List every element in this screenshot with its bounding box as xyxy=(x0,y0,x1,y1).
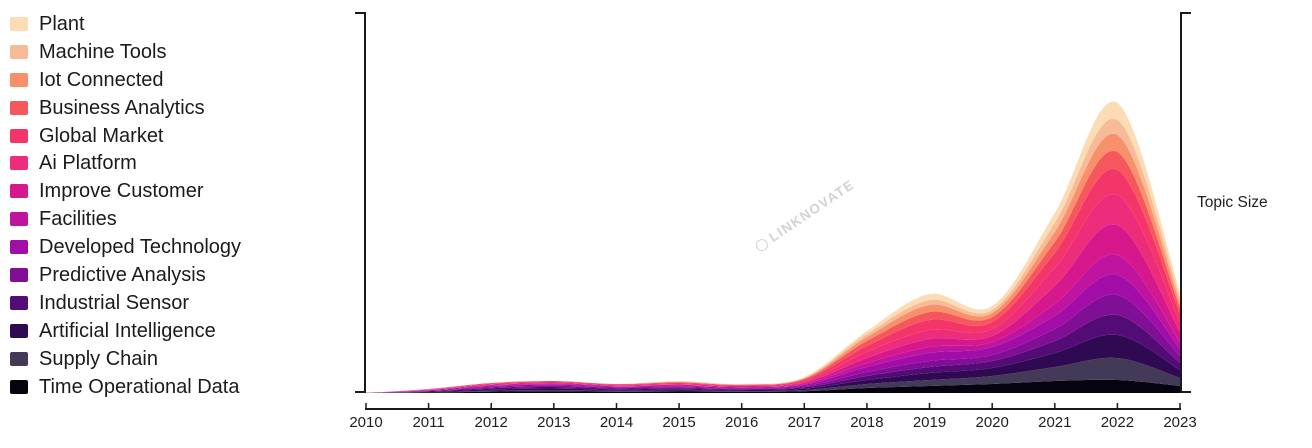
legend-item-facilities[interactable]: Facilities xyxy=(10,205,241,233)
legend-item-industrial-sensor[interactable]: Industrial Sensor xyxy=(10,289,241,317)
legend-item-label: Facilities xyxy=(39,208,117,231)
legend-swatch-icon xyxy=(10,267,28,282)
legend-swatch-icon xyxy=(10,44,28,59)
x-tick-label-2023: 2023 xyxy=(1163,414,1197,431)
legend-item-label: Time Operational Data xyxy=(39,375,240,398)
legend-item-label: Industrial Sensor xyxy=(39,291,190,314)
legend-swatch-icon xyxy=(10,16,28,31)
x-tick-label-2019: 2019 xyxy=(912,414,947,431)
legend-swatch-icon xyxy=(10,379,28,394)
legend-item-ai-platform[interactable]: Ai Platform xyxy=(10,149,241,177)
legend-item-global-market[interactable]: Global Market xyxy=(10,122,241,150)
stream-layer-iot-connected[interactable] xyxy=(366,133,1180,393)
stream-layer-global-market[interactable] xyxy=(366,168,1180,393)
y-axis-title: Topic Size xyxy=(1197,194,1268,211)
x-tick-label-2011: 2011 xyxy=(412,414,445,431)
legend-swatch-icon xyxy=(10,212,28,227)
legend-item-supply-chain[interactable]: Supply Chain xyxy=(10,345,241,373)
stream-layer-ai-platform[interactable] xyxy=(366,194,1180,393)
y-axis-left xyxy=(355,12,366,393)
x-axis-ticks xyxy=(365,403,1181,409)
legend-swatch-icon xyxy=(10,295,28,310)
legend-item-machine-tools[interactable]: Machine Tools xyxy=(10,38,241,66)
x-tick-label-2010: 2010 xyxy=(349,414,383,431)
stream-layer-facilities[interactable] xyxy=(366,254,1180,393)
legend-swatch-icon xyxy=(10,128,28,143)
legend-swatch-icon xyxy=(10,72,28,87)
stream-layer-predictive-analysis[interactable] xyxy=(366,294,1180,393)
x-tick-label-2022: 2022 xyxy=(1100,414,1135,431)
legend-item-label: Machine Tools xyxy=(39,40,167,63)
stream-layer-supply-chain[interactable] xyxy=(366,357,1180,393)
x-tick-label-2016: 2016 xyxy=(725,414,759,431)
legend-item-plant[interactable]: Plant xyxy=(10,10,241,38)
stream-layer-industrial-sensor[interactable] xyxy=(366,314,1180,393)
stream-layer-time-operational-data[interactable] xyxy=(366,379,1180,393)
legend-item-business-analytics[interactable]: Business Analytics xyxy=(10,94,241,122)
x-tick-label-2021: 2021 xyxy=(1038,414,1072,431)
legend-item-label: Iot Connected xyxy=(39,68,164,91)
legend-swatch-icon xyxy=(10,184,28,199)
legend-item-label: Ai Platform xyxy=(39,152,137,175)
x-tick-label-2017: 2017 xyxy=(787,414,821,431)
x-tick-label-2020: 2020 xyxy=(975,414,1009,431)
legend-item-label: Improve Customer xyxy=(39,180,204,203)
legend-item-label: Plant xyxy=(39,12,85,35)
legend-item-predictive-analysis[interactable]: Predictive Analysis xyxy=(10,261,241,289)
legend-swatch-icon xyxy=(10,323,28,338)
legend-item-label: Supply Chain xyxy=(39,347,158,370)
legend-item-label: Artificial Intelligence xyxy=(39,319,216,342)
legend-item-improve-customer[interactable]: Improve Customer xyxy=(10,177,241,205)
x-tick-label-2012: 2012 xyxy=(474,414,508,431)
legend: Plant Machine Tools Iot Connected Business … xyxy=(10,10,241,400)
stream-layer-business-analytics[interactable] xyxy=(366,150,1180,393)
stream-layer-improve-customer[interactable] xyxy=(366,224,1180,393)
stream-layer-artificial-intelligence[interactable] xyxy=(366,334,1180,393)
legend-item-artificial-intelligence[interactable]: Artificial Intelligence xyxy=(10,317,241,345)
x-tick-label-2013: 2013 xyxy=(537,414,571,431)
legend-item-developed-technology[interactable]: Developed Technology xyxy=(10,233,241,261)
legend-item-iot-connected[interactable]: Iot Connected xyxy=(10,66,241,94)
legend-swatch-icon xyxy=(10,100,28,115)
legend-item-label: Business Analytics xyxy=(39,96,205,119)
legend-swatch-icon xyxy=(10,240,28,255)
legend-item-label: Predictive Analysis xyxy=(39,263,206,286)
legend-item-time-operational-data[interactable]: Time Operational Data xyxy=(10,373,241,401)
stream-layer-developed-technology[interactable] xyxy=(366,274,1180,393)
legend-item-label: Global Market xyxy=(39,124,164,147)
x-tick-label-2018: 2018 xyxy=(850,414,884,431)
x-tick-label-2015: 2015 xyxy=(662,414,696,431)
legend-swatch-icon xyxy=(10,351,28,366)
y-axis-right xyxy=(1180,12,1191,393)
legend-item-label: Developed Technology xyxy=(39,236,242,259)
legend-swatch-icon xyxy=(10,156,28,171)
x-tick-label-2014: 2014 xyxy=(599,414,634,431)
